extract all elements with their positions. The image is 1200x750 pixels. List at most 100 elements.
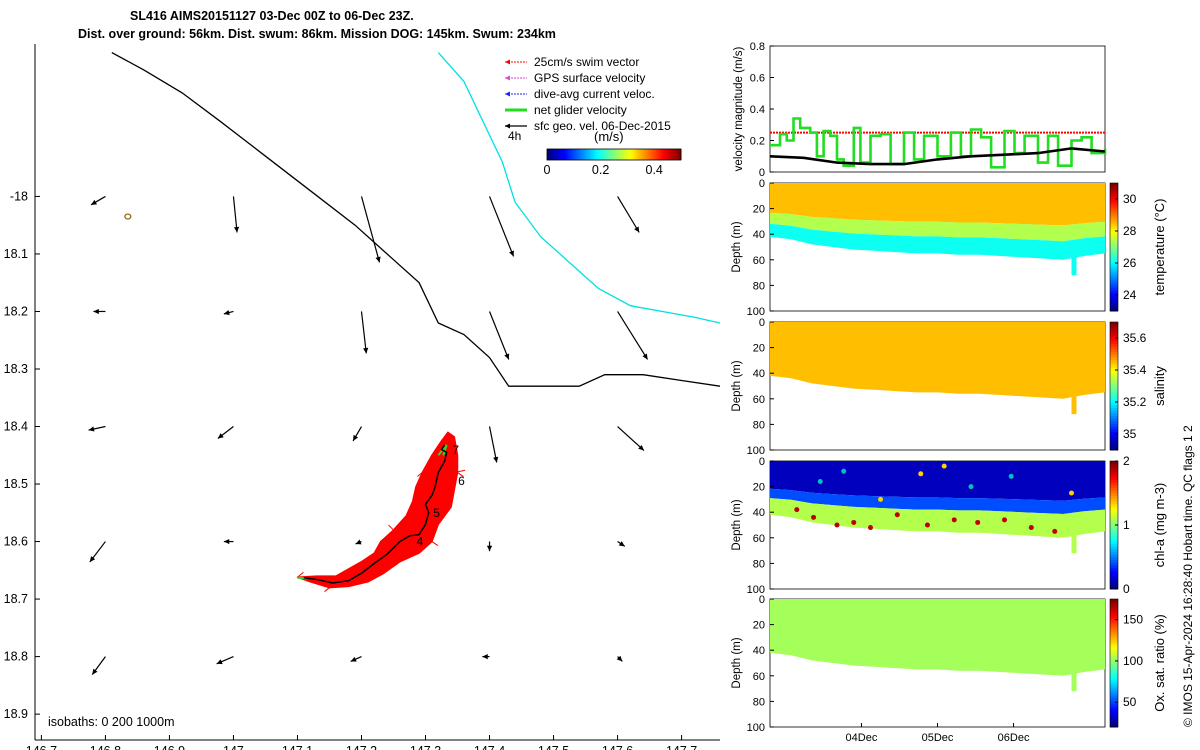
salinity-surface-sample <box>877 322 881 326</box>
temperature-surface-sample <box>860 183 864 187</box>
chla-surface-sample <box>787 461 792 465</box>
temperature-surface-sample <box>770 183 775 187</box>
chla-colorbar-cell <box>1110 525 1118 529</box>
swim-vector-barb <box>412 500 419 506</box>
geo-velocity-vector <box>232 196 238 233</box>
chla-colorbar-cell <box>1110 583 1118 587</box>
oxygen-surface-sample <box>955 599 959 603</box>
legend-colorbar-cell <box>595 149 598 160</box>
temperature-colorbar-cell <box>1110 284 1118 288</box>
chla-colorbar-cell <box>1110 522 1118 526</box>
geo-velocity-arrowhead <box>350 656 357 662</box>
salinity-surface-sample <box>837 322 842 326</box>
chla-surface-sample <box>1016 461 1021 465</box>
legend-colorbar-tick-label: 0 <box>544 163 551 177</box>
chla-sample-point <box>941 463 947 469</box>
salinity-surface-sample <box>1072 322 1077 326</box>
legend-colorbar-cell <box>670 149 674 160</box>
chla-surface-sample <box>860 461 864 465</box>
chla-surface-sample <box>1005 461 1010 465</box>
oxygen-surface-sample <box>910 599 915 603</box>
salinity-surface-sample <box>782 322 786 326</box>
salinity-colorbar-cell <box>1110 426 1118 430</box>
oxygen-colorbar-cell <box>1110 652 1118 656</box>
salinity-colorbar-cell <box>1110 362 1118 366</box>
chla-colorbar-cell <box>1110 527 1118 531</box>
chla-y-tick-label: 100 <box>747 584 765 596</box>
oxygen-colorbar-cell <box>1110 681 1118 685</box>
salinity-surface-sample <box>971 322 976 326</box>
map-x-tick-label: 147.6 <box>602 744 633 750</box>
temperature-surface-sample <box>938 183 943 187</box>
temperature-surface-sample <box>971 183 976 187</box>
salinity-surface-sample <box>871 322 876 326</box>
salinity-colorbar-cell <box>1110 375 1118 379</box>
temperature-y-tick-label: 60 <box>753 255 765 267</box>
salinity-surface-sample <box>904 322 909 326</box>
temperature-surface-sample <box>1094 183 1099 187</box>
chla-colorbar-cell <box>1110 506 1118 510</box>
chla-sample-point <box>1052 528 1058 534</box>
oxygen-surface-sample <box>1044 599 1049 603</box>
chla-colorbar-cell <box>1110 549 1118 553</box>
geo-velocity-arrowhead <box>375 256 381 263</box>
temperature-surface-sample <box>960 183 965 187</box>
legend-colorbar-cell <box>662 149 665 160</box>
geo-velocity-arrowhead <box>233 226 240 233</box>
temperature-colorbar-cell <box>1110 287 1118 291</box>
oxygen-surface-sample <box>815 599 820 603</box>
legend-colorbar-cell <box>624 149 628 160</box>
chla-colorbar-cell <box>1110 578 1118 582</box>
temperature-colorbar-cell <box>1110 249 1118 253</box>
oxygen-surface-sample <box>810 599 814 603</box>
legend-label: 25cm/s swim vector <box>534 55 639 69</box>
oxygen-surface-sample <box>966 599 971 603</box>
oxygen-surface-sample <box>826 599 831 603</box>
chla-colorbar-cell <box>1110 573 1118 577</box>
oxygen-surface-sample <box>1078 599 1082 603</box>
temperature-surface-sample <box>910 183 915 187</box>
oxygen-colorbar-cell <box>1110 676 1118 680</box>
geo-velocity-vector <box>360 196 381 263</box>
legend-colorbar-cell <box>632 149 636 160</box>
chla-surface-sample <box>877 461 881 465</box>
salinity-band <box>770 322 1105 399</box>
oxygen-y-tick-label: 60 <box>753 671 765 683</box>
chla-colorbar-tick-label: 0 <box>1123 582 1130 596</box>
oxygen-surface-sample <box>904 599 909 603</box>
glider-track-line <box>303 444 448 584</box>
chla-colorbar-cell <box>1110 479 1118 483</box>
salinity-surface-sample <box>927 322 931 326</box>
oxygen-surface-sample <box>1100 599 1105 603</box>
oxygen-colorbar-tick-label: 150 <box>1123 613 1143 627</box>
temperature-surface-sample <box>999 183 1004 187</box>
chla-surface-sample <box>849 461 853 465</box>
geo-velocity-arrowhead <box>634 226 640 233</box>
location-marker <box>124 213 132 220</box>
legend-colorbar-cell <box>674 149 678 160</box>
oxygen-colorbar-cell <box>1110 657 1118 661</box>
temperature-surface-sample <box>843 183 848 187</box>
oxygen-y-tick-label: 100 <box>747 722 765 734</box>
temperature-colorbar-cell <box>1110 220 1118 224</box>
oxygen-surface-sample <box>849 599 853 603</box>
chla-sample-point <box>951 517 957 523</box>
chla-colorbar-cell <box>1110 463 1118 467</box>
legend-colorbar-cell <box>678 149 682 160</box>
salinity-surface-sample <box>1038 322 1043 326</box>
temperature-surface-sample <box>932 183 937 187</box>
chla-colorbar-cell <box>1110 535 1118 539</box>
geo-velocity-vector <box>360 311 367 354</box>
chla-surface-sample <box>955 461 959 465</box>
legend-time-label: 4h <box>508 129 521 143</box>
chla-y-tick-label: 80 <box>753 558 765 570</box>
temperature-colorbar-tick-label: 30 <box>1123 192 1137 206</box>
salinity-colorbar-cell <box>1110 383 1118 387</box>
salinity-surface-sample <box>787 322 792 326</box>
oxygen-colorbar-cell <box>1110 679 1118 683</box>
chla-dip <box>1071 531 1077 554</box>
chla-colorbar-cell <box>1110 530 1118 534</box>
chla-colorbar-tick-label: 2 <box>1123 454 1130 468</box>
oxygen-colorbar-cell <box>1110 689 1118 693</box>
oxygen-colorbar-cell <box>1110 609 1118 613</box>
